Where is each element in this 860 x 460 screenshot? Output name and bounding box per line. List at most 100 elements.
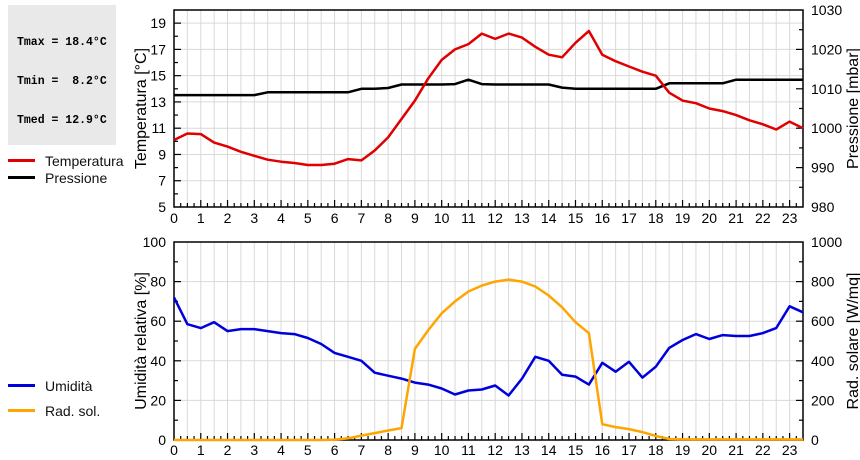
svg-text:20: 20 xyxy=(702,442,718,458)
left-axis-title: Temperatura [°C] xyxy=(133,48,150,169)
svg-text:0: 0 xyxy=(170,442,178,458)
svg-text:23: 23 xyxy=(782,442,798,458)
svg-text:13: 13 xyxy=(514,442,530,458)
temperature-pressure-chart: 0 1 2 3 4 5 6 7 8 9 10 11 12 13 14 15 16 17 18 19 20 21 22 2357… xyxy=(133,2,860,226)
legend-label-pressione: Pressione xyxy=(45,169,108,186)
svg-text:2: 2 xyxy=(224,442,232,458)
svg-text:9: 9 xyxy=(158,146,166,162)
svg-text:980: 980 xyxy=(811,199,835,215)
svg-text:1030: 1030 xyxy=(811,2,842,18)
svg-text:400: 400 xyxy=(811,353,835,369)
tick-labels: 0 1 2 3 4 5 6 7 8 9 10 11 12 13 14 15 16 17 18 19 20 21 22 2357… xyxy=(150,2,842,226)
svg-text:21: 21 xyxy=(728,442,744,458)
svg-text:20: 20 xyxy=(150,392,166,408)
stats-line-tmax: Tmax = 18.4°C xyxy=(17,36,107,49)
legend-item-pressione: Pressione xyxy=(8,169,124,186)
svg-text:17: 17 xyxy=(621,210,637,226)
svg-text:22: 22 xyxy=(755,442,771,458)
svg-text:4: 4 xyxy=(277,210,285,226)
svg-text:7: 7 xyxy=(357,442,365,458)
svg-text:10: 10 xyxy=(434,442,450,458)
temperatura-line-swatch xyxy=(8,159,35,162)
svg-text:12: 12 xyxy=(487,442,503,458)
svg-text:0: 0 xyxy=(811,432,819,448)
svg-text:17: 17 xyxy=(621,442,637,458)
svg-text:8: 8 xyxy=(384,442,392,458)
svg-text:23: 23 xyxy=(782,210,798,226)
svg-text:11: 11 xyxy=(461,210,476,226)
svg-text:19: 19 xyxy=(675,210,691,226)
svg-text:18: 18 xyxy=(648,210,664,226)
svg-text:1: 1 xyxy=(197,210,205,226)
right-axis-title: Rad. solare [W/mq] xyxy=(845,273,860,410)
svg-text:13: 13 xyxy=(514,210,530,226)
svg-text:800: 800 xyxy=(811,274,835,290)
chart2-legend: Umidità Rad. sol. xyxy=(8,377,100,427)
svg-text:15: 15 xyxy=(568,442,584,458)
svg-text:60: 60 xyxy=(150,313,166,329)
svg-text:3: 3 xyxy=(250,210,258,226)
stats-line-tmed: Tmed = 12.9°C xyxy=(17,114,107,127)
svg-text:3: 3 xyxy=(250,442,258,458)
svg-text:13: 13 xyxy=(150,94,166,110)
svg-text:11: 11 xyxy=(151,120,166,136)
legend-item-umidita: Umidità xyxy=(8,377,100,394)
rad-sol-line-swatch xyxy=(8,409,35,412)
svg-text:1000: 1000 xyxy=(811,234,842,250)
svg-text:0: 0 xyxy=(170,210,178,226)
svg-text:6: 6 xyxy=(331,442,339,458)
svg-text:15: 15 xyxy=(568,210,584,226)
legend-item-rad-sol: Rad. sol. xyxy=(8,402,100,419)
svg-text:7: 7 xyxy=(158,173,166,189)
svg-text:15: 15 xyxy=(150,68,166,84)
svg-text:5: 5 xyxy=(304,210,312,226)
svg-text:200: 200 xyxy=(811,392,835,408)
svg-text:1010: 1010 xyxy=(811,81,842,97)
svg-text:9: 9 xyxy=(411,210,419,226)
svg-text:990: 990 xyxy=(811,160,835,176)
svg-text:1020: 1020 xyxy=(811,41,842,57)
svg-text:80: 80 xyxy=(150,274,166,290)
svg-text:20: 20 xyxy=(702,210,718,226)
svg-text:14: 14 xyxy=(541,442,557,458)
svg-text:2: 2 xyxy=(224,210,232,226)
plot-border xyxy=(173,241,804,441)
svg-text:8: 8 xyxy=(384,210,392,226)
svg-text:1: 1 xyxy=(197,442,205,458)
svg-text:9: 9 xyxy=(411,442,419,458)
axis-ticks xyxy=(174,22,803,207)
chart1-legend: Temperatura Pressione xyxy=(8,152,124,186)
gridlines xyxy=(174,10,803,207)
svg-text:5: 5 xyxy=(158,199,166,215)
svg-text:4: 4 xyxy=(277,442,285,458)
svg-text:40: 40 xyxy=(150,353,166,369)
svg-text:12: 12 xyxy=(487,210,503,226)
axis-ticks xyxy=(174,261,803,440)
legend-label-rad-sol: Rad. sol. xyxy=(45,402,101,419)
left-axis-title: Umidità relativa [%] xyxy=(133,272,150,410)
right-axis-title: Pressione [mbar] xyxy=(845,48,860,169)
rad-sol-line xyxy=(174,278,803,442)
svg-text:5: 5 xyxy=(304,442,312,458)
umidit-line xyxy=(172,296,804,397)
svg-text:10: 10 xyxy=(434,210,450,226)
svg-text:18: 18 xyxy=(648,442,664,458)
pressione-line-swatch xyxy=(8,176,35,179)
temperatura-line xyxy=(173,29,804,167)
svg-text:19: 19 xyxy=(150,15,166,31)
svg-text:7: 7 xyxy=(357,210,365,226)
umidita-line-swatch xyxy=(8,384,35,387)
svg-text:1000: 1000 xyxy=(811,120,842,136)
svg-text:100: 100 xyxy=(143,234,167,250)
svg-text:14: 14 xyxy=(541,210,557,226)
svg-text:16: 16 xyxy=(594,442,610,458)
stats-line-tmin: Tmin = 8.2°C xyxy=(17,75,107,88)
series-lines xyxy=(172,278,804,442)
svg-text:22: 22 xyxy=(755,210,771,226)
svg-text:21: 21 xyxy=(728,210,744,226)
svg-text:19: 19 xyxy=(675,442,691,458)
humidity-radiation-chart: 0 1 2 3 4 5 6 7 8 9 10 11 12 13 14 15 16 17 18 19 20 21 22 2302… xyxy=(133,234,860,458)
svg-text:6: 6 xyxy=(331,210,339,226)
pressione-line xyxy=(174,78,803,97)
